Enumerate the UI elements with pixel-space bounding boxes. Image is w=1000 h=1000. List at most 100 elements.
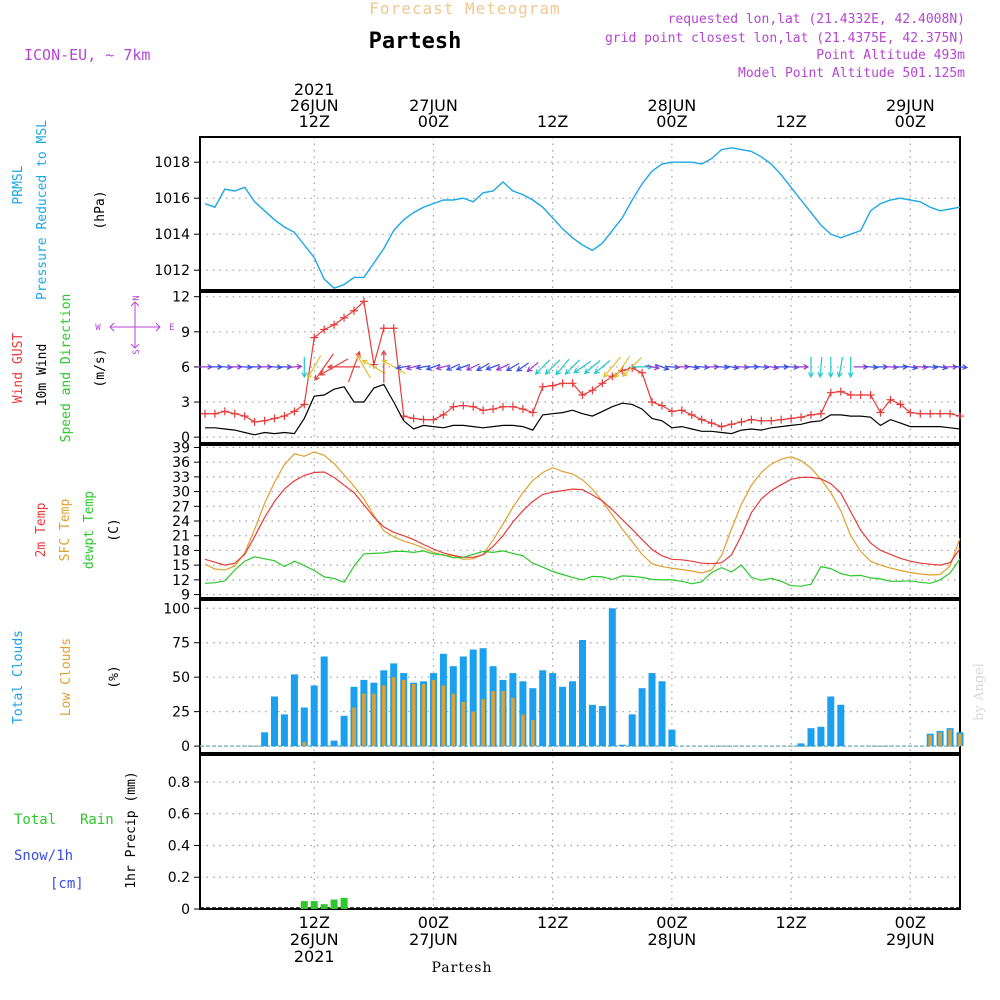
total-cloud-bar <box>807 728 815 747</box>
low-clouds-label: Low Clouds <box>59 638 74 716</box>
low-cloud-bar <box>431 679 436 747</box>
gust-marker <box>528 408 537 417</box>
compass-s: S <box>132 349 142 354</box>
low-cloud-bar <box>531 719 535 747</box>
gust-marker <box>260 416 269 425</box>
panel-frame <box>199 444 961 599</box>
low-cloud-bar <box>362 693 366 747</box>
y-tick-label: 27 <box>172 499 190 515</box>
y-tick-label: 0.6 <box>168 807 190 823</box>
y-tick-label: 3 <box>181 395 190 411</box>
panel-frame <box>199 136 961 291</box>
gust-marker <box>697 415 706 424</box>
y-tick-label: 12 <box>172 573 190 589</box>
gust-marker <box>349 306 358 315</box>
bottom-time-label: 00Z <box>656 913 687 932</box>
bottom-time-label: 28JUN <box>648 930 697 949</box>
y-tick-label: 75 <box>172 636 190 652</box>
wind-arrow <box>564 359 581 375</box>
rain-bar <box>340 897 348 909</box>
gust-marker <box>558 379 567 388</box>
wind-arrow <box>425 363 441 371</box>
low-cloud-bar <box>372 693 376 747</box>
y-tick-label: 0 <box>181 430 190 446</box>
low-cloud-bar <box>302 742 307 747</box>
gust-marker <box>598 379 607 388</box>
gust-marker <box>459 401 468 410</box>
gust-marker <box>379 324 388 333</box>
y-tick-label: 0.8 <box>168 775 190 791</box>
top-time-label: 00Z <box>895 112 926 131</box>
top-time-label: 12Z <box>299 112 330 131</box>
series-wind-gust <box>205 300 961 428</box>
total-cloud-bar <box>549 673 557 747</box>
gust-marker <box>300 400 309 409</box>
low-cloud-bar <box>928 735 932 747</box>
bottom-time-label: 2021 <box>294 947 335 966</box>
gust-marker <box>409 414 418 423</box>
gust-marker <box>240 412 249 421</box>
compass-icon: N S W E <box>95 295 174 354</box>
low-cloud-bar <box>461 702 466 747</box>
bottom-time-label: 26JUN <box>290 930 339 949</box>
wind-arrow <box>764 364 780 371</box>
grid-point-coords: grid point closest lon,lat (21.4375E, 42… <box>605 31 965 46</box>
gust-marker <box>359 297 368 306</box>
gust-marker <box>280 412 289 421</box>
total-cloud-bar <box>519 681 527 747</box>
bottom-time-label: 00Z <box>418 913 449 932</box>
gust-marker <box>290 407 299 416</box>
requested-coords: requested lon,lat (21.4332E, 42.4008N) <box>668 12 965 27</box>
wind-arrow <box>555 358 570 376</box>
gust-marker <box>330 320 339 329</box>
y-tick-label: 15 <box>172 558 190 574</box>
low-cloud-bar <box>401 679 406 747</box>
wind-arrow <box>455 363 471 371</box>
precip-side-labels: Total Rain Snow/1h [cm] 1hr Precip (mm) <box>14 771 139 892</box>
pressure-unit-label: (hPa) <box>93 190 108 229</box>
wind-arrow <box>326 363 361 370</box>
wind-arrow <box>817 356 824 379</box>
total-cloud-bar <box>579 640 586 747</box>
gust-marker <box>479 406 488 415</box>
low-cloud-bar <box>521 714 525 747</box>
total-cloud-bar <box>280 714 288 747</box>
gust-marker <box>230 409 239 418</box>
bottom-time-label: 27JUN <box>409 930 458 949</box>
gust-marker <box>578 391 587 400</box>
y-tick-label: 12 <box>172 290 190 306</box>
wind-arrow <box>952 364 969 371</box>
total-cloud-bar <box>290 674 298 747</box>
point-altitude: Point Altitude 493m <box>816 48 965 63</box>
gust-marker <box>340 313 349 322</box>
gust-marker <box>419 415 428 424</box>
y-tick-label: 6 <box>181 360 190 376</box>
y-tick-label: 0.4 <box>168 838 190 854</box>
gust-marker <box>936 409 945 418</box>
pressure-msl-label: Pressure Reduced to MSL <box>35 120 50 300</box>
gust-marker <box>200 409 209 418</box>
wind-arrow <box>380 349 387 383</box>
gust-marker <box>846 391 855 400</box>
gust-marker <box>777 415 786 424</box>
gust-marker <box>449 402 458 411</box>
top-time-label: 12Z <box>537 112 568 131</box>
wind-arrow <box>526 361 539 373</box>
low-cloud-bar <box>382 685 386 747</box>
bottom-time-label: 12Z <box>537 913 568 932</box>
gust-marker <box>956 412 964 421</box>
y-tick-label: 36 <box>172 455 190 471</box>
gust-marker <box>270 414 279 423</box>
total-cloud-bar <box>559 686 567 747</box>
wind-side-labels: Wind GUST 10m Wind Speed and Direction (… <box>11 294 175 443</box>
y-tick-label: 1018 <box>154 155 190 171</box>
gust-marker <box>389 324 398 333</box>
wind-arrow <box>445 363 460 371</box>
series-2m-temp <box>204 471 961 566</box>
low-cloud-bar <box>958 733 962 747</box>
total-cloud-bar <box>638 688 646 747</box>
total-cloud-bar <box>340 715 348 747</box>
gust-marker <box>866 391 875 400</box>
wind-unit-label: (m/s) <box>93 348 108 387</box>
